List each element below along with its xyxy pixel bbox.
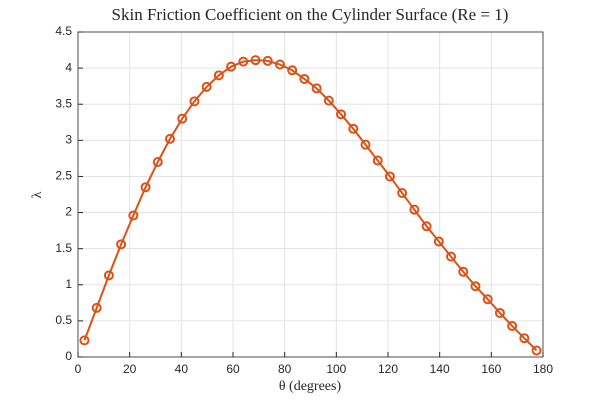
data-marker <box>128 210 139 221</box>
x-axis-label: θ (degrees) <box>279 379 342 394</box>
data-marker <box>531 345 542 356</box>
data-marker <box>323 95 334 106</box>
data-marker <box>213 70 224 81</box>
data-marker <box>421 221 432 232</box>
data-marker <box>274 59 285 70</box>
data-marker <box>201 81 212 92</box>
data-marker <box>140 182 151 193</box>
data-marker <box>311 83 322 94</box>
x-tick-label: 120 <box>378 362 398 376</box>
x-tick-label: 180 <box>533 362 553 376</box>
data-marker <box>384 171 395 182</box>
y-tick-label: 0.5 <box>55 313 72 327</box>
data-marker <box>299 73 310 84</box>
y-tick-label: 3.5 <box>55 96 72 110</box>
data-marker <box>494 307 505 318</box>
y-tick-label: 1 <box>65 277 72 291</box>
data-marker <box>482 294 493 305</box>
x-tick-label: 160 <box>481 362 501 376</box>
data-marker <box>91 302 102 313</box>
data-marker <box>458 266 469 277</box>
data-marker <box>433 236 444 247</box>
data-marker <box>287 65 298 76</box>
x-tick-label: 100 <box>326 362 346 376</box>
data-marker <box>446 251 457 262</box>
data-marker <box>348 123 359 134</box>
data-marker <box>116 239 127 250</box>
data-marker <box>79 335 90 346</box>
data-marker <box>189 96 200 107</box>
x-tick-label: 80 <box>278 362 292 376</box>
chart-title: Skin Friction Coefficient on the Cylinde… <box>112 5 509 24</box>
x-tick-label: 0 <box>75 362 82 376</box>
data-marker <box>372 155 383 166</box>
y-tick-label: 3 <box>65 133 72 147</box>
y-axis-label: λ <box>30 191 45 198</box>
data-marker <box>238 56 249 67</box>
data-marker <box>103 270 114 281</box>
y-tick-label: 4.5 <box>55 24 72 38</box>
y-tick-label: 4 <box>65 60 72 74</box>
y-tick-label: 2.5 <box>55 169 72 183</box>
y-tick-label: 2 <box>65 205 72 219</box>
data-marker <box>397 188 408 199</box>
data-marker <box>360 139 371 150</box>
x-tick-label: 40 <box>175 362 189 376</box>
data-marker <box>409 204 420 215</box>
data-marker <box>250 55 261 66</box>
data-marker <box>262 55 273 66</box>
data-marker <box>519 333 530 344</box>
data-marker <box>226 61 237 72</box>
x-tick-label: 60 <box>226 362 240 376</box>
data-marker <box>177 113 188 124</box>
x-tick-label: 20 <box>123 362 137 376</box>
x-tick-label: 140 <box>430 362 450 376</box>
data-marker <box>470 281 481 292</box>
data-marker <box>336 109 347 120</box>
y-tick-label: 0 <box>65 349 72 363</box>
data-marker <box>164 133 175 144</box>
y-tick-label: 1.5 <box>55 241 72 255</box>
data-marker <box>152 157 163 167</box>
axes-box <box>77 31 544 358</box>
data-marker <box>507 320 518 331</box>
